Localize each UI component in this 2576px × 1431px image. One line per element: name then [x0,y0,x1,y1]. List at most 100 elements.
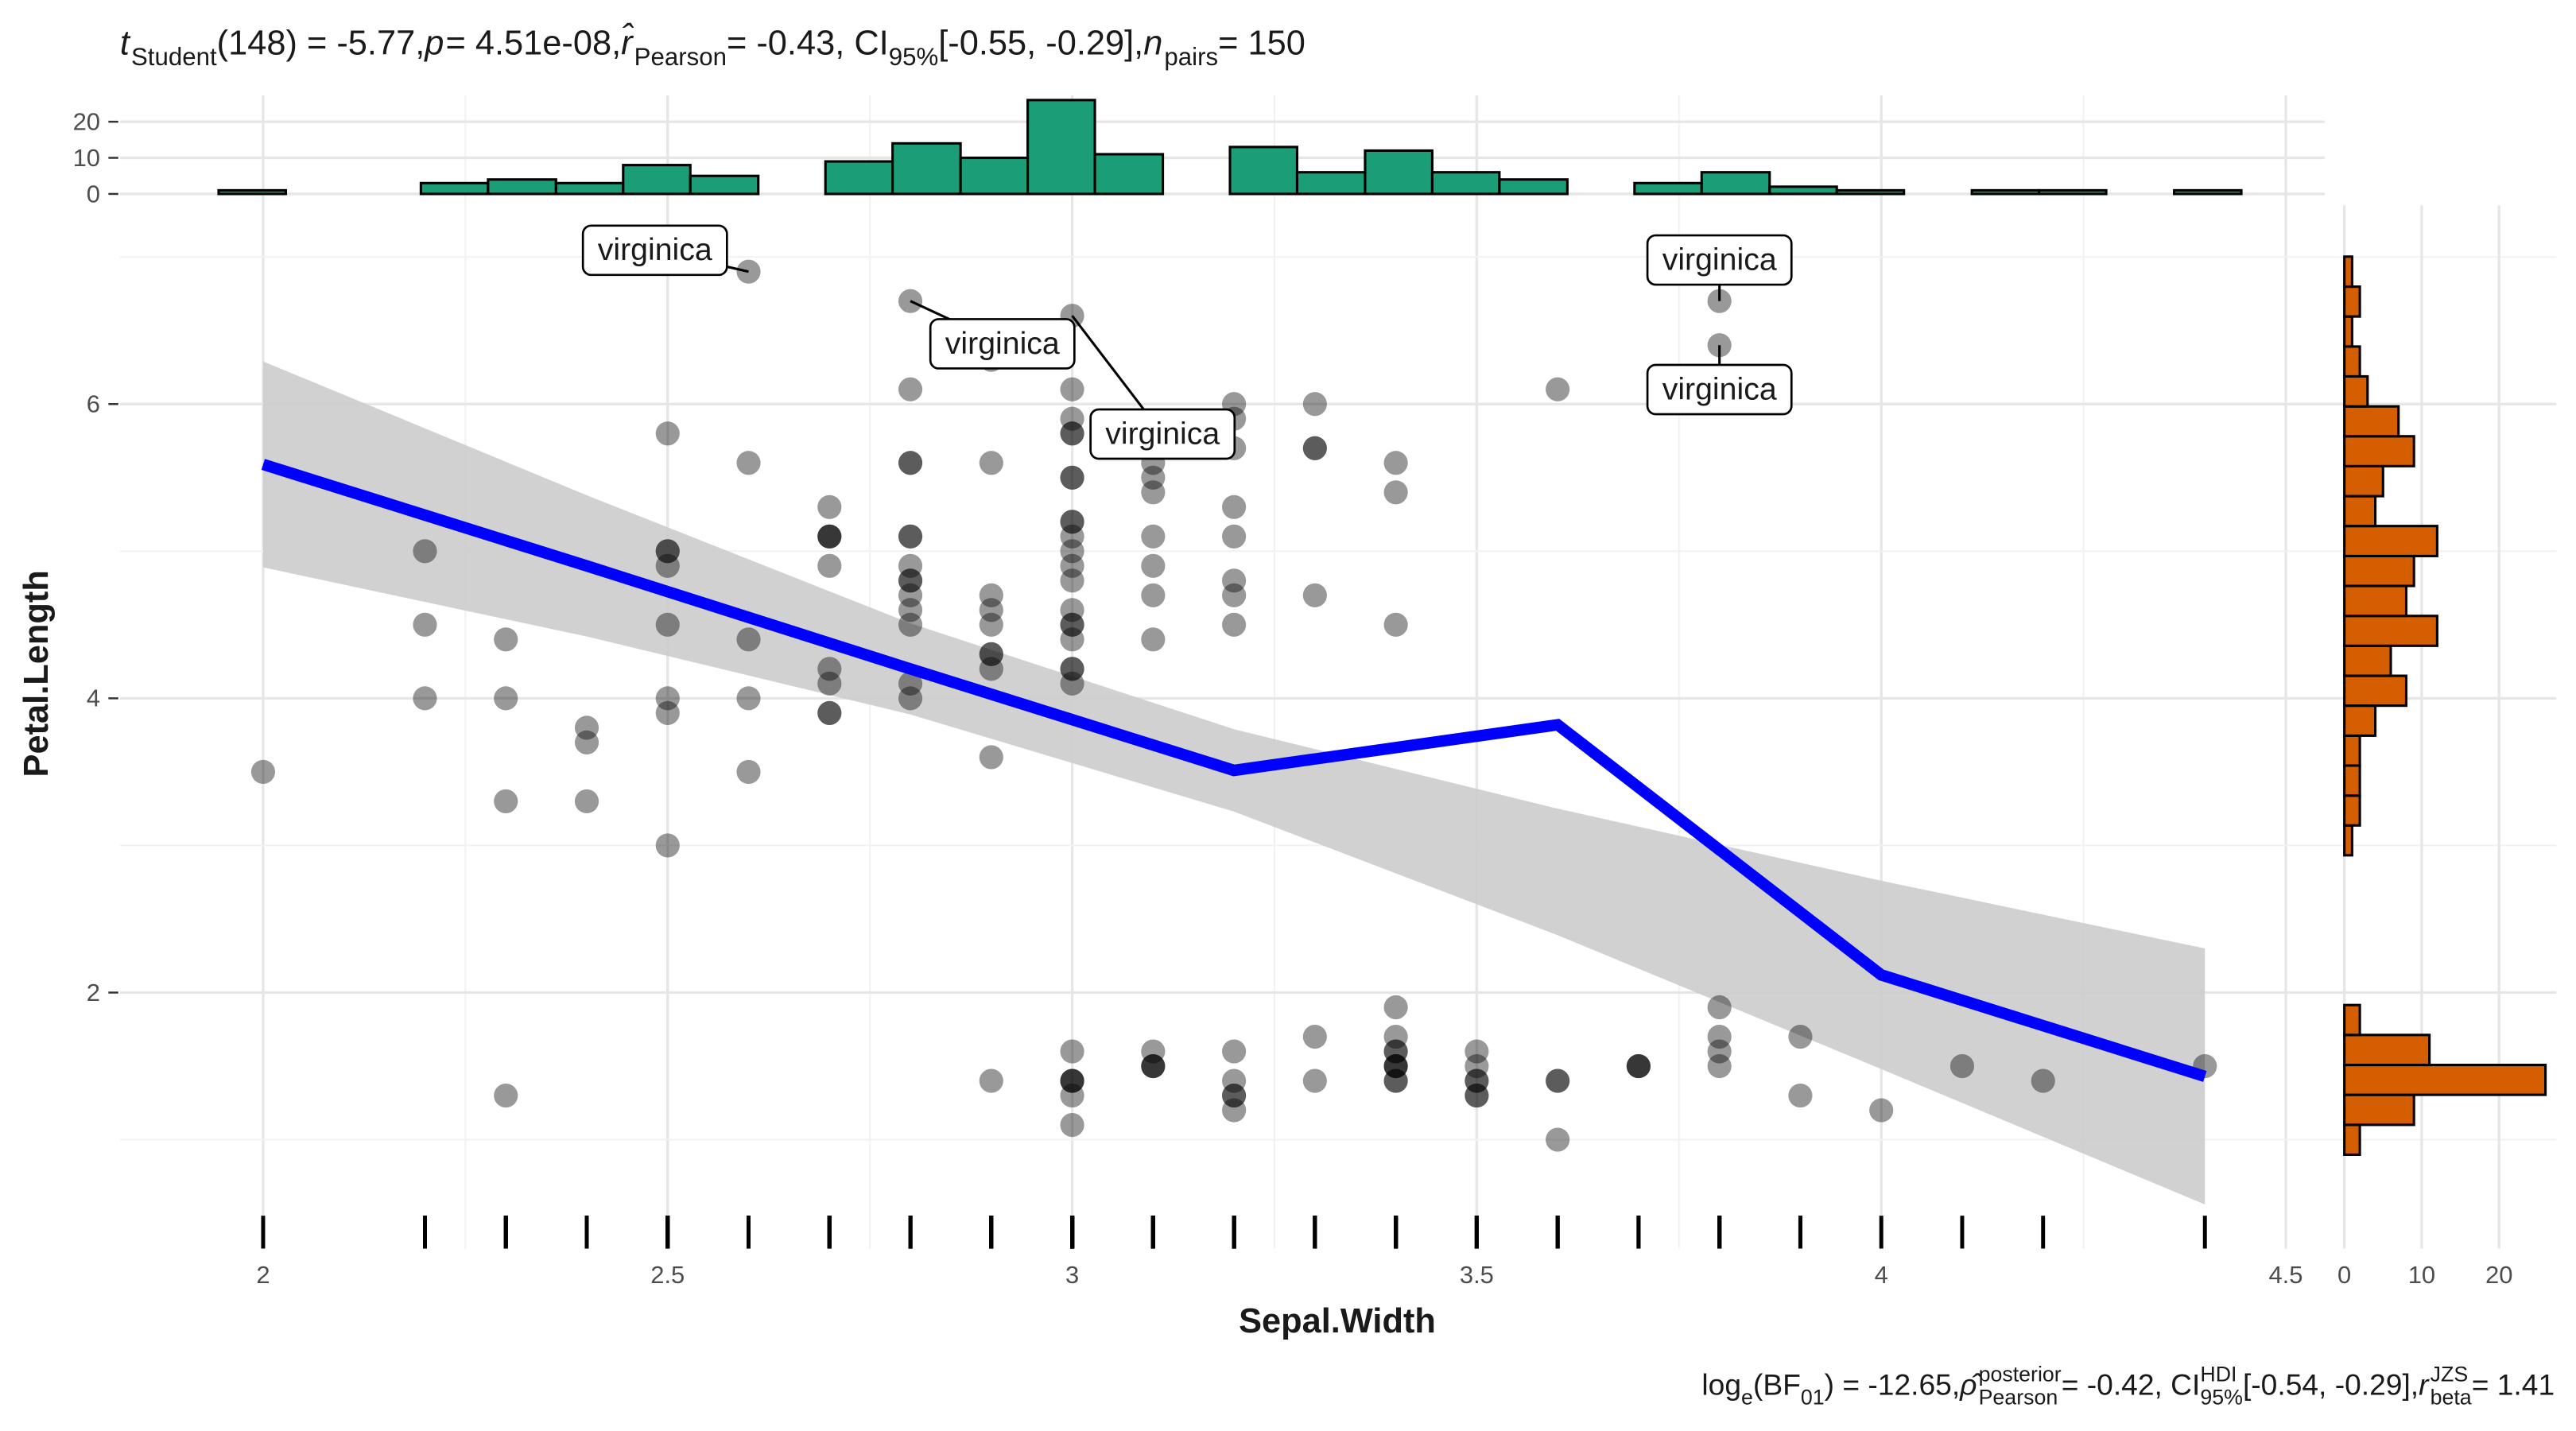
point [494,686,518,711]
histogram-bar [554,181,625,196]
label-box [1646,234,1793,286]
text-run: = -0.42, CI [2062,1367,2201,1401]
point [817,657,842,681]
point [1546,377,1570,401]
point [1465,1039,1489,1064]
histogram-bar [1093,153,1165,196]
text-run: Pearson [634,43,727,71]
point [1302,583,1327,607]
text-run: Student [131,43,217,71]
point [1060,421,1084,446]
point [1060,553,1084,578]
point [655,700,680,725]
point [1060,421,1084,446]
text-run: 95% [2200,1385,2243,1409]
text-run: = 1.41 [2472,1367,2555,1401]
point [1060,612,1084,637]
point [736,451,761,475]
histogram-bar [2343,1064,2547,1096]
text-run: pairs [1164,43,1218,71]
point [1222,1083,1247,1108]
point [1383,480,1408,505]
x-tick-label: 4.5 [2268,1261,2302,1289]
label-box [929,318,1076,370]
histogram-bar [1700,171,1771,196]
point [1383,612,1408,637]
point [2031,1068,2055,1093]
histogram-bar [2343,1093,2415,1127]
point [1546,1068,1570,1093]
point [655,421,680,446]
confidence-band [262,361,2206,1205]
histogram-bar [2343,435,2415,467]
histogram-bar [2343,615,2438,647]
histogram-bar [2343,525,2438,557]
point [494,789,518,814]
point [1141,465,1166,490]
y-tick-label: 4 [87,684,100,712]
point [1060,568,1084,593]
point [1707,995,1732,1020]
text-run: = -0.43, CI [727,24,889,62]
text-run: n [1143,24,1162,62]
point [1465,1083,1489,1108]
point [1060,671,1084,696]
point [1060,627,1084,652]
text-run: beta [2431,1385,2472,1409]
point [1060,539,1084,564]
histogram-bar [1970,188,2041,196]
x-tick-label: 2.5 [650,1261,685,1289]
point [898,524,923,549]
text-run: = 4.51e-08, [445,24,621,62]
point [736,759,761,784]
point [898,583,923,607]
y-tick-label: 6 [87,390,100,418]
text-run: HDI [2200,1363,2237,1386]
histogram-bar [2343,554,2415,588]
histogram-bar [1295,171,1367,196]
point [655,833,680,858]
point [1302,1068,1327,1093]
point [1060,657,1084,681]
point [1222,1039,1247,1064]
point [1060,465,1084,490]
histogram-bar [2343,794,2361,827]
point [1383,1068,1408,1093]
point [1222,524,1247,549]
point [1546,1127,1570,1152]
point [494,627,518,652]
point [1465,1068,1489,1093]
point [898,568,923,593]
point [1060,1068,1084,1093]
text-run: ) = -12.65, [1825,1367,1961,1401]
point [1222,583,1247,607]
x-tick-label: 4 [1875,1261,1888,1289]
point [1060,510,1084,534]
point [898,612,923,637]
y-tick-label: 20 [73,107,100,135]
histogram-bar [689,174,760,196]
point [494,1083,518,1108]
point [1383,1039,1408,1064]
point [1383,995,1408,1020]
point [574,730,599,754]
point [898,553,923,578]
point [655,553,680,578]
point [1465,1083,1489,1108]
point [898,377,923,401]
histogram-bar [1364,149,1433,196]
point [413,612,437,637]
point [1383,1068,1408,1093]
point [413,539,437,564]
point [979,612,1003,637]
histogram-bar [2343,704,2377,737]
histogram-bar [2343,734,2361,767]
point [1465,1068,1489,1093]
y-axis-title: Petal.Length [17,570,56,777]
text-run: p [423,24,444,62]
point [1707,1024,1732,1049]
histogram-bar [2343,1123,2361,1157]
point [1222,568,1247,593]
point [1060,612,1084,637]
histogram-bar [2173,188,2243,196]
